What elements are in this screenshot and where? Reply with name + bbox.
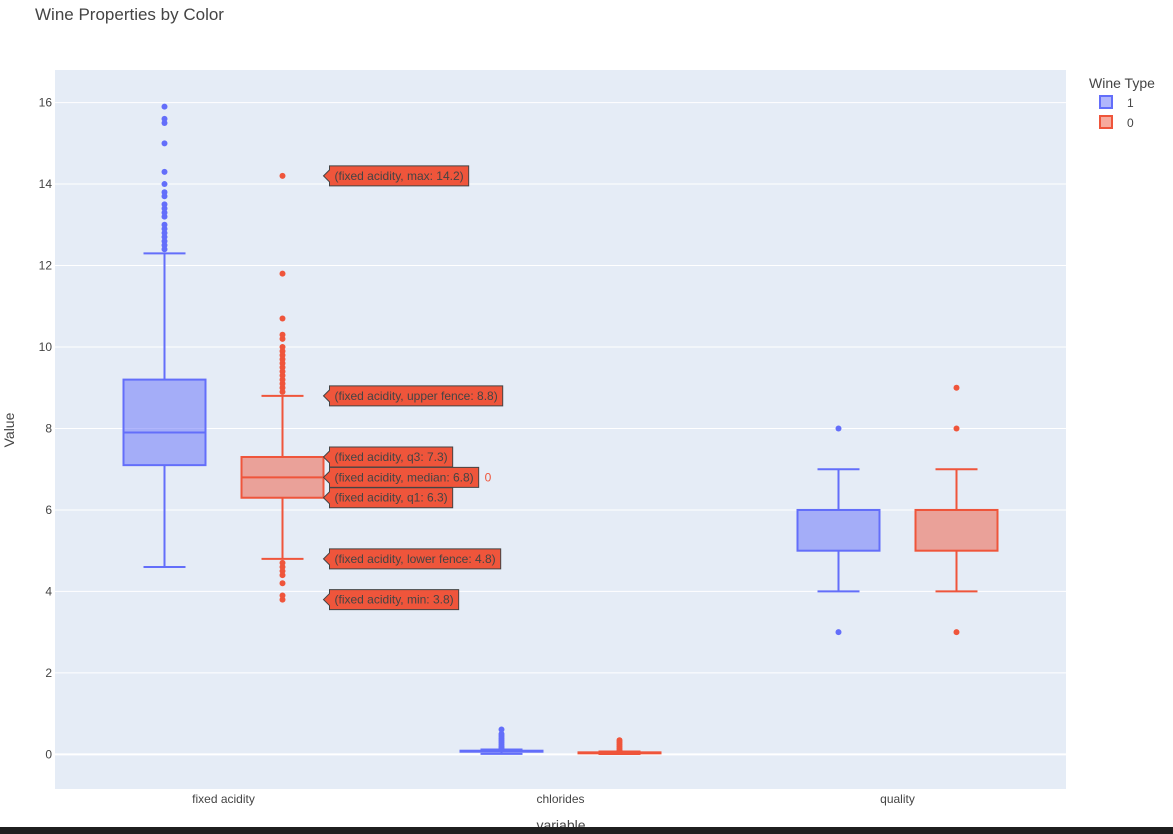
outlier-point — [279, 580, 286, 587]
legend-title: Wine Type — [1089, 75, 1155, 91]
hover-label-box — [322, 466, 480, 488]
outlier-point — [279, 270, 286, 277]
legend: Wine Type 1 0 — [1089, 75, 1155, 130]
grid-lines — [55, 102, 1066, 756]
outlier-point — [953, 384, 960, 391]
series-1 — [122, 103, 881, 755]
box-quality-series-1[interactable] — [796, 425, 881, 636]
y-tick-label: 0 — [45, 747, 52, 761]
box-chlorides-series-0[interactable] — [577, 737, 662, 756]
box-chlorides-series-1[interactable] — [459, 726, 544, 755]
y-axis-tick-labels: 0 2 4 6 8 10 12 14 16 — [39, 96, 53, 762]
hover-label-box — [322, 165, 470, 187]
hover-label: (fixed acidity, lower fence: 4.8) — [322, 548, 502, 570]
outlier-point — [161, 168, 168, 175]
y-tick-label: 16 — [39, 96, 53, 110]
x-tick-label: quality — [880, 792, 915, 806]
outlier-point — [161, 103, 168, 110]
hover-label-text: (fixed acidity, upper fence: 8.8) — [335, 389, 498, 403]
legend-label-1: 1 — [1127, 96, 1134, 110]
hover-label-box — [322, 385, 504, 407]
outlier-point — [498, 726, 505, 733]
outlier-point — [953, 629, 960, 636]
plot-area[interactable] — [55, 70, 1066, 789]
outlier-point — [279, 559, 286, 566]
hover-label: (fixed acidity, upper fence: 8.8) — [322, 385, 504, 407]
hover-labels: (fixed acidity, max: 14.2) (fixed acidity… — [322, 165, 504, 611]
hover-label-text: (fixed acidity, max: 14.2) — [335, 169, 464, 183]
box-body — [122, 378, 207, 467]
outlier-point — [161, 181, 168, 188]
outlier-point — [161, 201, 168, 208]
hover-label-box — [322, 446, 454, 468]
outlier-point — [953, 425, 960, 432]
chart-title: Wine Properties by Color — [35, 5, 224, 24]
outlier-point — [161, 115, 168, 122]
box-fixed-acidity-series-0[interactable] — [240, 172, 325, 603]
hover-label: (fixed acidity, q3: 7.3) — [322, 446, 454, 468]
y-tick-label: 14 — [39, 177, 53, 191]
hover-label-box — [322, 589, 460, 611]
hover-label-box — [322, 548, 502, 570]
legend-item-0[interactable]: 0 — [1099, 115, 1134, 130]
legend-swatch-0 — [1099, 115, 1113, 129]
y-axis-title: Value — [1, 412, 17, 447]
series-0 — [240, 172, 999, 756]
legend-label-0: 0 — [1127, 116, 1134, 130]
x-axis-tick-labels: fixed acidity chlorides quality — [192, 792, 915, 806]
outlier-point — [279, 344, 286, 351]
hover-label: (fixed acidity, min: 3.8) — [322, 589, 460, 611]
box-fixed-acidity-series-1[interactable] — [122, 103, 207, 568]
outlier-point — [279, 315, 286, 322]
y-tick-label: 10 — [39, 340, 53, 354]
outlier-point — [616, 737, 623, 744]
bottom-taskbar-strip — [0, 827, 1173, 834]
hover-label-text: (fixed acidity, min: 3.8) — [335, 593, 454, 607]
outlier-point — [835, 629, 842, 636]
outlier-point — [835, 425, 842, 432]
y-tick-label: 12 — [39, 259, 53, 273]
legend-item-1[interactable]: 1 — [1099, 95, 1134, 110]
hover-label-text: (fixed acidity, median: 6.8) — [335, 470, 474, 484]
y-tick-label: 6 — [45, 503, 52, 517]
outlier-point — [161, 189, 168, 196]
outlier-point — [498, 731, 505, 738]
hover-label: (fixed acidity, median: 6.8) 0 — [322, 466, 492, 488]
hover-label-text: (fixed acidity, lower fence: 4.8) — [335, 552, 496, 566]
box-body — [914, 508, 999, 552]
outlier-point — [161, 221, 168, 228]
outlier-point — [161, 140, 168, 147]
outlier-point — [279, 331, 286, 338]
box-body — [796, 508, 881, 552]
hover-label-box — [322, 487, 454, 509]
box-quality-series-0[interactable] — [914, 384, 999, 636]
y-tick-label: 2 — [45, 666, 52, 680]
y-tick-label: 8 — [45, 421, 52, 435]
outlier-point — [279, 592, 286, 599]
hover-label-text: (fixed acidity, q3: 7.3) — [335, 450, 448, 464]
hover-label: (fixed acidity, q1: 6.3) — [322, 487, 454, 509]
x-tick-label: fixed acidity — [192, 792, 255, 806]
legend-swatch-1 — [1099, 95, 1113, 109]
box-traces[interactable] — [122, 103, 999, 756]
hover-label: (fixed acidity, max: 14.2) — [322, 165, 470, 187]
hover-label-text: (fixed acidity, q1: 6.3) — [335, 491, 448, 505]
x-tick-label: chlorides — [536, 792, 584, 806]
y-tick-label: 4 — [45, 584, 52, 598]
outlier-point — [279, 172, 286, 179]
hover-label-trace-name: 0 — [485, 470, 492, 484]
